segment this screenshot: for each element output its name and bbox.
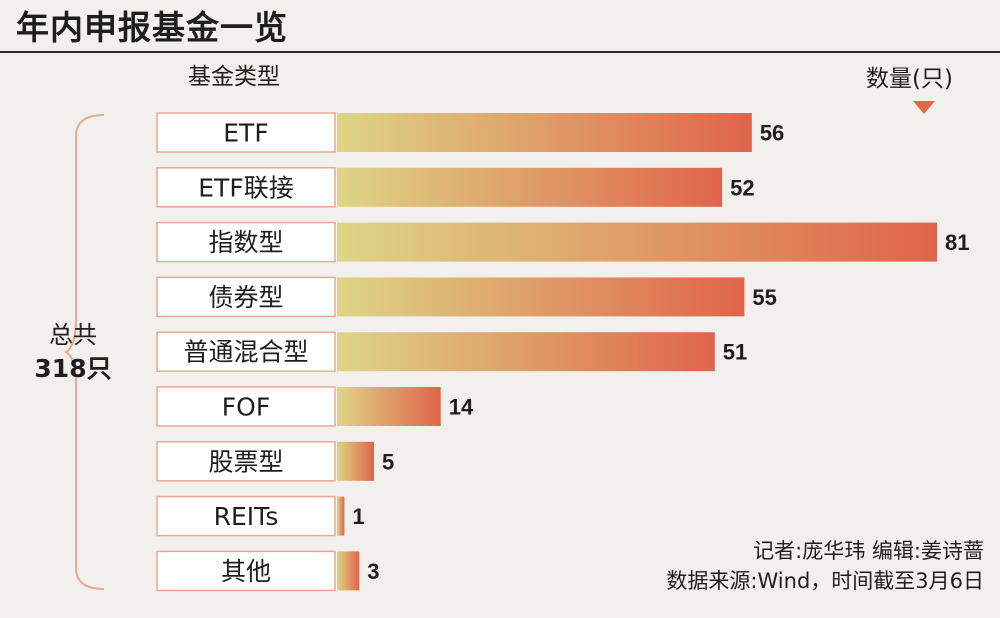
category-label: 债券型 [208,283,283,312]
value-label: 14 [449,395,474,420]
data-source: 数据来源:Wind，时间截至3月6日 [666,569,984,593]
category-label: REITs [214,502,279,531]
reporter-credit: 记者:庞华玮 编辑:姜诗蔷 [753,539,984,563]
bar [337,167,723,207]
title-divider [0,51,1000,53]
total-summary: 总共 318只 [18,318,128,386]
value-label: 1 [352,504,364,529]
value-label: 52 [730,175,754,200]
value-label: 51 [723,340,747,365]
category-label-box [156,276,336,318]
category-label-box [156,441,336,482]
chart-title: 年内申报基金一览 [16,8,288,47]
category-label: 指数型 [208,228,283,257]
value-label: 55 [752,285,776,310]
category-label-box [156,495,336,537]
category-header: 基金类型 [188,64,280,90]
category-label: ETF [223,119,268,148]
value-label: 5 [382,449,394,474]
bar [337,332,715,372]
bar [337,441,375,481]
category-label-box [156,112,336,153]
value-label: 56 [760,121,784,146]
category-label: FOF [222,393,270,422]
value-label: 81 [945,230,969,255]
credits: 记者:庞华玮 编辑:姜诗蔷 数据来源:Wind，时间截至3月6日 [666,536,984,596]
total-value: 318只 [34,354,112,383]
category-label-box [156,331,336,372]
category-label: 股票型 [208,447,283,476]
total-label: 总共 [49,321,97,349]
total-brace [64,114,104,590]
bar [337,387,441,426]
bar [337,222,937,262]
category-label: 其他 [221,557,271,586]
category-label-box [156,550,336,592]
category-label: ETF联接 [198,173,293,202]
bar [337,113,752,152]
count-header: 数量(只) [866,66,953,92]
category-label-box [156,221,336,263]
category-label: 普通混合型 [183,338,308,367]
bar [337,551,360,591]
category-label-box [156,386,336,427]
count-arrow-icon [913,101,935,114]
bar [337,496,345,536]
value-label: 3 [367,559,379,584]
bar [337,277,745,317]
category-label-box [156,167,336,208]
